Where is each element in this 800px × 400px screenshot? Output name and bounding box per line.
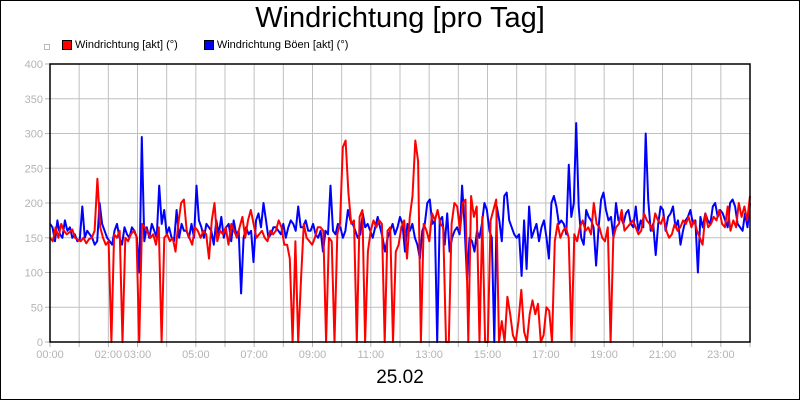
x-tick-label: 07:00 [240, 349, 268, 361]
legend-label: Windrichtung Böen [akt] (°) [216, 39, 349, 51]
x-axis-label: 25.02 [376, 367, 424, 388]
x-axis-ticks: 00:00 02:00 03:00 05:00 07:00 09:00 11:00 13:00… [36, 342, 751, 361]
x-tick-label: 02:00 [95, 349, 123, 361]
y-axis-ticks: 0 50 100 150 200 250 300 350 400 [25, 59, 50, 349]
legend-item-boeen: Windrichtung Böen [akt] (°) [203, 39, 349, 51]
series-windrichtung-line [49, 139, 751, 343]
x-tick-label: 17:00 [532, 349, 560, 361]
legend-item-windrichtung: Windrichtung [akt] (°) [62, 39, 178, 51]
plot-border [49, 63, 751, 343]
x-tick-label: 23:00 [707, 349, 735, 361]
grid [50, 64, 750, 342]
y-tick-label: 200 [25, 198, 43, 210]
y-tick-label: 100 [25, 268, 43, 280]
legend-marker-icon [44, 43, 50, 50]
y-tick-label: 0 [37, 337, 43, 349]
y-tick-label: 250 [25, 163, 43, 175]
x-tick-label: 05:00 [182, 349, 210, 361]
y-tick-label: 50 [31, 302, 43, 314]
y-tick-label: 150 [25, 233, 43, 245]
x-tick-label: 13:00 [415, 349, 443, 361]
x-tick-label: 21:00 [649, 349, 677, 361]
x-tick-label: 03:00 [124, 349, 152, 361]
x-tick-label: 11:00 [357, 349, 384, 361]
red-swatch-icon [62, 40, 72, 50]
y-tick-label: 400 [25, 59, 43, 71]
chart-legend: Windrichtung [akt] (°) Windrichtung Böen… [44, 38, 374, 52]
x-tick-label: 00:00 [36, 349, 64, 361]
legend-label: Windrichtung [akt] (°) [75, 39, 178, 51]
y-tick-label: 300 [25, 129, 43, 141]
chart-title: Windrichtung [pro Tag] [255, 2, 545, 34]
x-tick-label: 19:00 [590, 349, 618, 361]
y-tick-label: 350 [25, 94, 43, 106]
blue-swatch-icon [203, 40, 214, 50]
x-tick-label: 09:00 [299, 349, 327, 361]
x-tick-label: 15:00 [474, 349, 502, 361]
